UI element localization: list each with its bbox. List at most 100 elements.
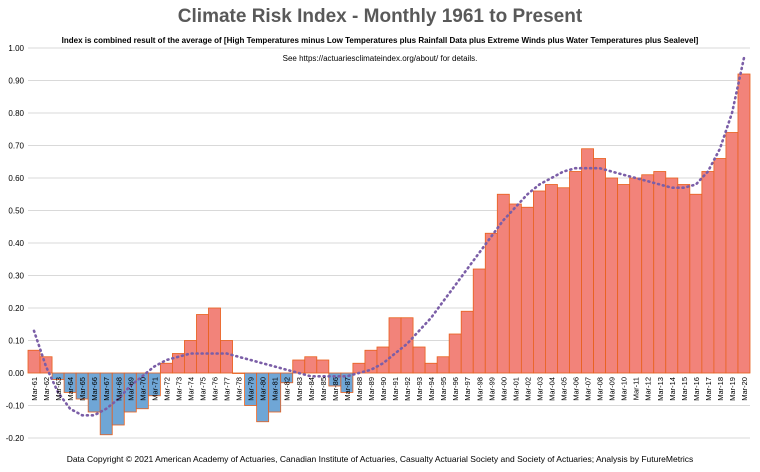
bar: [629, 177, 643, 374]
x-tick-label: Mar-98: [475, 377, 484, 401]
x-tick-label: Mar-04: [548, 377, 557, 401]
x-tick-label: Mar-03: [535, 377, 544, 401]
x-tick-label: Mar-01: [511, 377, 520, 401]
x-tick-label: Mar-97: [463, 377, 472, 401]
x-tick-label: Mar-10: [620, 377, 629, 401]
x-tick-label: Mar-65: [78, 377, 87, 401]
y-tick-label: 0.00: [8, 369, 24, 378]
y-tick-label: 0.20: [8, 304, 24, 313]
x-tick-label: Mar-71: [150, 377, 159, 401]
bar: [713, 158, 727, 374]
y-tick-label: 0.80: [8, 109, 24, 118]
bar: [569, 171, 582, 374]
bar: [27, 349, 41, 374]
x-tick-label: Mar-68: [114, 377, 123, 401]
bar: [520, 206, 534, 374]
x-tick-label: Mar-16: [692, 377, 701, 401]
bar-layer: [27, 73, 751, 436]
bar: [232, 372, 245, 374]
x-tick-label: Mar-93: [415, 377, 424, 401]
x-tick-label: Mar-75: [199, 377, 208, 401]
trend-layer: [32, 56, 746, 417]
bar: [159, 362, 173, 374]
x-tick-label: Mar-91: [391, 377, 400, 401]
trend-line: [32, 56, 746, 417]
x-tick-label: Mar-84: [307, 377, 316, 401]
bar: [280, 372, 294, 384]
x-tick-label: Mar-88: [355, 377, 364, 401]
bar: [737, 73, 751, 374]
x-tick-label: Mar-78: [235, 377, 244, 401]
x-tick-label: Mar-90: [379, 377, 388, 401]
x-tick-label: Mar-14: [668, 377, 677, 401]
bar: [364, 349, 378, 374]
x-tick-label: Mar-96: [451, 377, 460, 401]
x-tick-label: Mar-92: [403, 377, 412, 401]
bar: [436, 356, 450, 374]
x-tick-label: Mar-09: [608, 377, 617, 401]
chart-title: Climate Risk Index - Monthly 1961 to Pre…: [177, 6, 583, 27]
x-tick-label: Mar-00: [499, 377, 508, 401]
bar: [388, 317, 402, 374]
x-tick-label: Mar-69: [126, 377, 135, 401]
x-tick-label: Mar-83: [295, 377, 304, 401]
y-tick-label: 0.60: [8, 174, 24, 183]
x-tick-label: Mar-77: [223, 377, 232, 401]
bar: [593, 158, 606, 374]
x-tick-label: Mar-67: [102, 377, 111, 401]
x-tick-label: Mar-79: [247, 377, 256, 401]
bar: [184, 340, 197, 374]
x-tick-label: Mar-72: [162, 377, 171, 401]
bar: [484, 232, 498, 374]
x-tick-label: Mar-05: [560, 377, 569, 401]
bar: [424, 362, 438, 374]
x-tick-label: Mar-82: [283, 377, 292, 401]
bar: [665, 177, 679, 374]
x-tick-label: Mar-02: [523, 377, 532, 401]
x-tick-label: Mar-74: [186, 377, 195, 401]
bar: [220, 340, 233, 374]
x-tick-labels: Mar-61 Mar-62 Mar-63 Mar-64 Mar-65 Mar-66 Mar-…: [30, 377, 749, 401]
bar: [412, 346, 426, 374]
bar: [316, 359, 330, 374]
chart-credit: Data Copyright © 2021 American Academy o…: [66, 454, 694, 464]
y-tick-label: 0.40: [8, 239, 24, 248]
x-tick-label: Mar-17: [704, 377, 713, 401]
bar: [208, 307, 221, 374]
bar: [268, 372, 282, 413]
x-tick-label: Mar-12: [644, 377, 653, 401]
bar: [617, 184, 631, 374]
bar: [545, 184, 558, 374]
bar: [533, 190, 546, 374]
x-tick-label: Mar-62: [42, 377, 51, 401]
x-tick-label: Mar-63: [54, 377, 63, 401]
x-tick-label: Mar-20: [740, 377, 749, 401]
bar: [605, 177, 619, 374]
x-tick-label: Mar-86: [331, 377, 340, 401]
chart-subtitle: Index is combined result of the average …: [61, 36, 699, 45]
x-tick-label: Mar-99: [487, 377, 496, 401]
y-tick-label: 1.00: [8, 44, 24, 53]
y-tick-label: 0.70: [8, 142, 24, 151]
bar: [472, 268, 486, 374]
x-tick-label: Mar-11: [632, 377, 641, 400]
x-tick-label: Mar-85: [319, 377, 328, 401]
y-tick-label: 0.10: [8, 337, 24, 346]
bar: [460, 310, 474, 374]
x-tick-label: Mar-08: [596, 377, 605, 401]
bar: [508, 203, 522, 374]
y-tick-label: 0.90: [8, 77, 24, 86]
bar: [689, 193, 703, 374]
x-tick-label: Mar-95: [439, 377, 448, 401]
y-tick-label: -0.10: [6, 402, 25, 411]
bar: [581, 148, 594, 374]
bar: [653, 171, 667, 374]
y-tick-labels: -0.20 -0.10 0.00 0.10 0.20 0.30 0.40 0.50 0.60 0.…: [6, 44, 25, 443]
x-tick-label: Mar-66: [90, 377, 99, 401]
x-tick-label: Mar-64: [66, 377, 75, 401]
y-tick-label: -0.20: [6, 434, 25, 443]
bar: [677, 184, 691, 374]
x-tick-label: Mar-70: [138, 377, 147, 401]
x-tick-label: Mar-19: [728, 377, 737, 401]
